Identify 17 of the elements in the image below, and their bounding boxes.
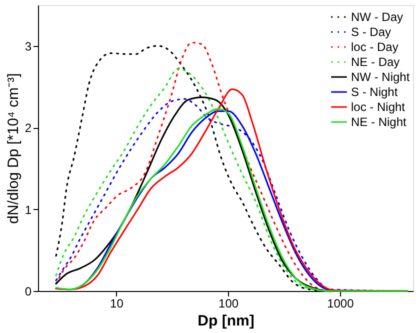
y-tick-label: 1 (24, 202, 32, 217)
x-tick-label: 100 (218, 296, 239, 310)
legend-label: NE - Night (351, 115, 408, 129)
legend-label: NW - Day (351, 10, 403, 24)
x-axis-title: Dp [nm] (198, 312, 254, 330)
legend-label: NE - Day (351, 55, 400, 69)
y-tick-label: 0 (24, 284, 32, 298)
y-tick-label: 3 (24, 39, 32, 54)
x-tick-label: 10 (110, 296, 124, 310)
x-tick-label: 1000 (327, 296, 354, 310)
legend-label: S - Day (351, 25, 392, 39)
legend-label: S - Night (351, 85, 398, 99)
y-axis-title: dN/dlog Dp [*10⁴ cm⁻³] (4, 73, 22, 224)
legend-label: loc - Night (351, 100, 406, 114)
legend-label: NW - Night (351, 70, 410, 84)
legend-label: loc - Day (351, 40, 398, 54)
y-tick-label: 2 (24, 121, 32, 136)
